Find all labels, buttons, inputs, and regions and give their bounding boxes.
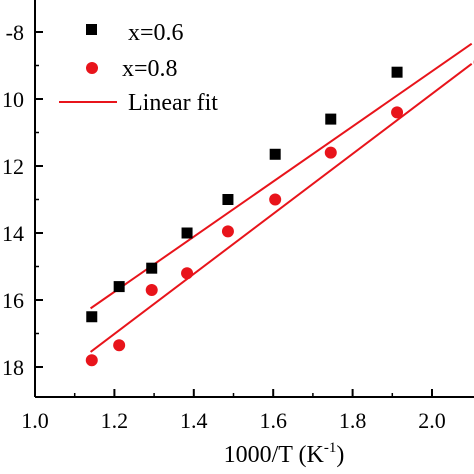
legend-label-x06: x=0.6 [128,20,184,46]
series-1-point-2 [145,283,158,296]
ticks: 1.0 1.2 1.4 1.6 1.8 2.0 -8 10 12 14 16 18 [2,20,446,433]
y-tick-label-3: 14 [2,221,24,246]
series-0-point-2 [146,262,158,274]
series-1-point-0 [85,354,98,367]
series-1-point-7 [391,106,404,119]
x-tick-label-1: 1.2 [101,408,129,433]
x-tick-label-5: 2.0 [418,408,446,433]
legend: x=0.6 x=0.8 Linear fit [59,20,218,116]
y-tick-label-2: 12 [2,154,24,179]
series-0-point-5 [269,148,281,160]
series-0-point-6 [325,113,337,125]
x-axis-label-close: ) [336,442,344,468]
fit-line-1 [89,63,473,353]
series-0-point-1 [113,281,125,293]
x-axis-label-sup: -1 [324,440,337,456]
series-0-point-3 [181,227,193,239]
y-tick-label-4: 16 [2,288,24,313]
x-tick-label-2: 1.4 [180,408,208,433]
x-axis-label-main: 1000/T (K [224,442,325,468]
legend-marker-square [86,24,97,35]
series-1-point-5 [269,193,282,206]
data-points [85,60,474,367]
axes [34,0,474,398]
legend-marker-circle [86,62,98,74]
series-0-point-7 [391,66,403,78]
series-1-point-4 [221,225,234,238]
legend-label-x08: x=0.8 [122,56,178,82]
series-1-point-6 [324,146,337,159]
series-1-point-1 [113,339,126,352]
x-tick-label-0: 1.0 [21,408,49,433]
y-tick-label-5: 18 [2,355,24,380]
series-0-point-0 [86,311,98,323]
y-tick-label-0: -8 [6,20,24,45]
series-0-point-4 [222,194,234,205]
x-tick-label-3: 1.6 [259,408,287,433]
x-tick-label-4: 1.8 [339,408,367,433]
x-axis-label: 1000/T (K-1) [224,440,345,468]
y-tick-label-1: 10 [2,87,24,112]
series-1-point-3 [181,267,194,280]
legend-label-linear-fit: Linear fit [128,90,218,116]
